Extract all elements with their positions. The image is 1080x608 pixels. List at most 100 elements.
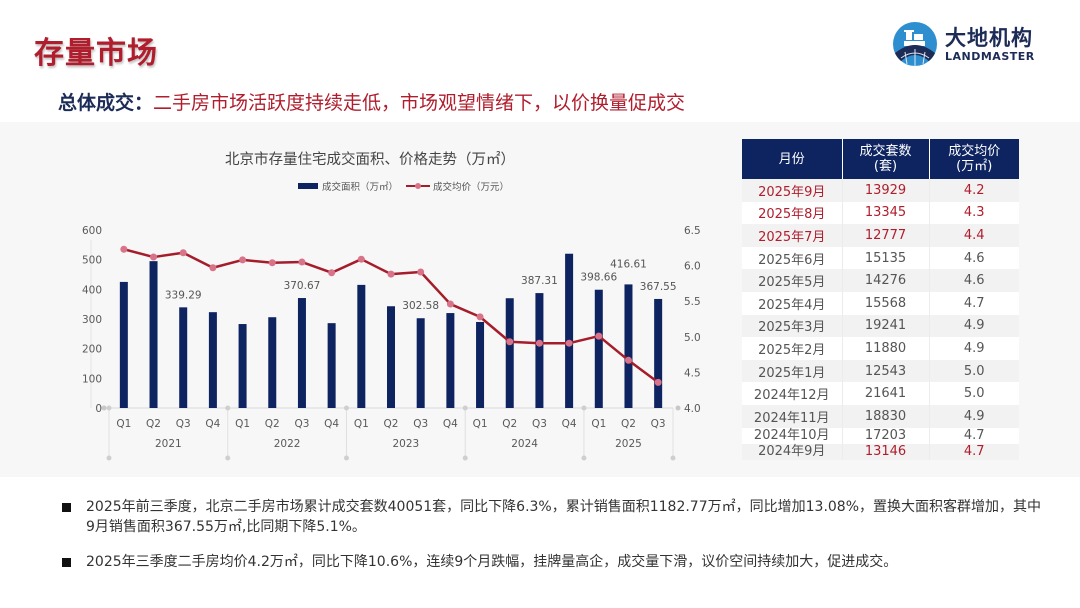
- svg-text:Q1: Q1: [591, 418, 606, 430]
- svg-text:2024: 2024: [511, 438, 538, 450]
- cell-price: 4.7: [929, 291, 1019, 315]
- svg-text:Q3: Q3: [294, 418, 309, 430]
- svg-text:302.58: 302.58: [402, 300, 439, 312]
- svg-text:Q4: Q4: [443, 418, 458, 430]
- cell-month: 2025年4月: [742, 291, 843, 315]
- cell-units: 12777: [842, 224, 930, 247]
- svg-text:0: 0: [95, 403, 102, 415]
- svg-text:200: 200: [82, 344, 102, 356]
- svg-text:Q2: Q2: [621, 418, 636, 430]
- cell-units: 12543: [842, 359, 930, 383]
- svg-text:367.55: 367.55: [640, 281, 677, 293]
- svg-text:600: 600: [82, 225, 102, 237]
- svg-text:Q1: Q1: [116, 418, 131, 430]
- cell-price: 4.3: [929, 201, 1019, 225]
- combo-chart: 0 100 200 300 400 500 600 4.0 4.5 5.0 5.5 6.0 6.5 339…: [82, 225, 701, 461]
- svg-text:387.31: 387.31: [521, 275, 558, 287]
- svg-text:Q3: Q3: [651, 418, 666, 430]
- svg-text:2022: 2022: [274, 438, 301, 450]
- cell-units: 13345: [842, 201, 930, 225]
- subtitle-body: 二手房市场活跃度持续走低，市场观望情绪下，以价换量促成交: [153, 92, 686, 114]
- note-text: 2025年三季度二手房均价4.2万㎡，同比下降10.6%，连续9个月跌幅，挂牌量…: [86, 554, 898, 570]
- svg-text:Q3: Q3: [176, 418, 191, 430]
- cell-month: 2025年2月: [742, 337, 843, 360]
- table-row: 2024年10月 17203 4.7: [742, 427, 1019, 444]
- table-row: 2025年2月 11880 4.9: [742, 337, 1019, 360]
- table-row: 2025年1月 12543 5.0: [742, 359, 1019, 383]
- cell-price: 4.9: [929, 404, 1019, 428]
- column-header-units: 成交套数 (套): [842, 139, 930, 179]
- svg-text:370.67: 370.67: [284, 280, 321, 292]
- svg-text:Q2: Q2: [502, 418, 517, 430]
- monthly-transactions-table: 月份 成交套数 (套) 成交均价 (万㎡) 2025年9月 13929 4.2 2025年…: [742, 139, 1019, 460]
- cell-units: 15135: [842, 246, 930, 270]
- cell-month: 2025年5月: [742, 269, 843, 292]
- chart-title: 北京市存量住宅成交面积、价格走势（万㎡）: [225, 152, 515, 168]
- table-row: 2025年8月 13345 4.3: [742, 201, 1019, 225]
- svg-text:Q3: Q3: [413, 418, 428, 430]
- svg-text:Q4: Q4: [562, 418, 577, 430]
- svg-text:Q2: Q2: [265, 418, 280, 430]
- table-row: 2025年7月 12777 4.4: [742, 224, 1019, 247]
- legend-bar-swatch: [298, 183, 318, 189]
- legend-line-label: 成交均价（万元）: [433, 182, 510, 193]
- cell-units: 18830: [842, 404, 930, 428]
- svg-text:416.61: 416.61: [610, 258, 647, 270]
- svg-text:Q2: Q2: [384, 418, 399, 430]
- cell-month: 2025年9月: [742, 179, 843, 202]
- cell-month: 2024年11月: [742, 404, 843, 428]
- logo-en-text: LANDMASTER: [945, 49, 1035, 63]
- svg-text:100: 100: [82, 373, 102, 385]
- cell-price: 4.6: [929, 246, 1019, 270]
- svg-text:Q3: Q3: [532, 418, 547, 430]
- table-row: 2024年9月 13146 4.7: [742, 443, 1019, 460]
- cell-units: 13146: [842, 443, 930, 460]
- svg-text:2025: 2025: [615, 438, 642, 450]
- chart-legend: 成交面积（万㎡） 成交均价（万元）: [298, 179, 509, 193]
- cell-price: 4.7: [929, 443, 1019, 460]
- svg-text:Q2: Q2: [146, 418, 161, 430]
- notes-list: 2025年前三季度，北京二手房市场累计成交套数40051套，同比下降6.3%，累…: [62, 497, 1047, 587]
- svg-text:398.66: 398.66: [580, 272, 617, 284]
- svg-text:6.0: 6.0: [684, 261, 701, 273]
- svg-text:Q4: Q4: [205, 418, 220, 430]
- svg-text:Q1: Q1: [473, 418, 488, 430]
- cell-month: 2024年9月: [742, 443, 843, 460]
- table-row: 2025年3月 19241 4.9: [742, 314, 1019, 338]
- svg-text:Q1: Q1: [235, 418, 250, 430]
- table-row: 2025年4月 15568 4.7: [742, 291, 1019, 315]
- note-text: 2025年前三季度，北京二手房市场累计成交套数40051套，同比下降6.3%，累…: [86, 499, 1042, 535]
- note-item: 2025年前三季度，北京二手房市场累计成交套数40051套，同比下降6.3%，累…: [62, 497, 1047, 537]
- column-header-month: 月份: [742, 139, 843, 179]
- svg-text:5.0: 5.0: [684, 332, 701, 344]
- cell-price: 5.0: [929, 359, 1019, 383]
- cell-month: 2025年7月: [742, 224, 843, 247]
- column-header-price: 成交均价 (万㎡): [929, 139, 1019, 179]
- cell-units: 14276: [842, 269, 930, 292]
- svg-text:2023: 2023: [392, 438, 419, 450]
- table-row: 2025年5月 14276 4.6: [742, 269, 1019, 292]
- table-header-row: 月份 成交套数 (套) 成交均价 (万㎡): [742, 139, 1019, 179]
- cell-price: 5.0: [929, 382, 1019, 405]
- cell-month: 2025年8月: [742, 201, 843, 225]
- cell-price: 4.7: [929, 427, 1019, 444]
- svg-text:Q1: Q1: [354, 418, 369, 430]
- cell-units: 19241: [842, 314, 930, 338]
- logo-cn-text: 大地机构: [945, 25, 1033, 50]
- cell-units: 15568: [842, 291, 930, 315]
- legend-bar-label: 成交面积（万㎡）: [322, 182, 399, 193]
- section-subtitle: 总体成交：二手房市场活跃度持续走低，市场观望情绪下，以价换量促成交: [58, 88, 685, 115]
- subtitle-lead: 总体成交：: [58, 92, 154, 114]
- page-title: 存量市场: [34, 36, 158, 71]
- cell-price: 4.9: [929, 314, 1019, 338]
- cell-units: 13929: [842, 179, 930, 202]
- table-row: 2024年12月 21641 5.0: [742, 382, 1019, 405]
- svg-text:400: 400: [82, 284, 102, 296]
- note-item: 2025年三季度二手房均价4.2万㎡，同比下降10.6%，连续9个月跌幅，挂牌量…: [62, 552, 1047, 572]
- svg-text:339.29: 339.29: [165, 289, 202, 301]
- svg-text:5.5: 5.5: [684, 296, 701, 308]
- table-row: 2025年9月 13929 4.2: [742, 179, 1019, 202]
- cell-price: 4.4: [929, 224, 1019, 247]
- table-row: 2024年11月 18830 4.9: [742, 404, 1019, 428]
- cell-month: 2025年6月: [742, 246, 843, 270]
